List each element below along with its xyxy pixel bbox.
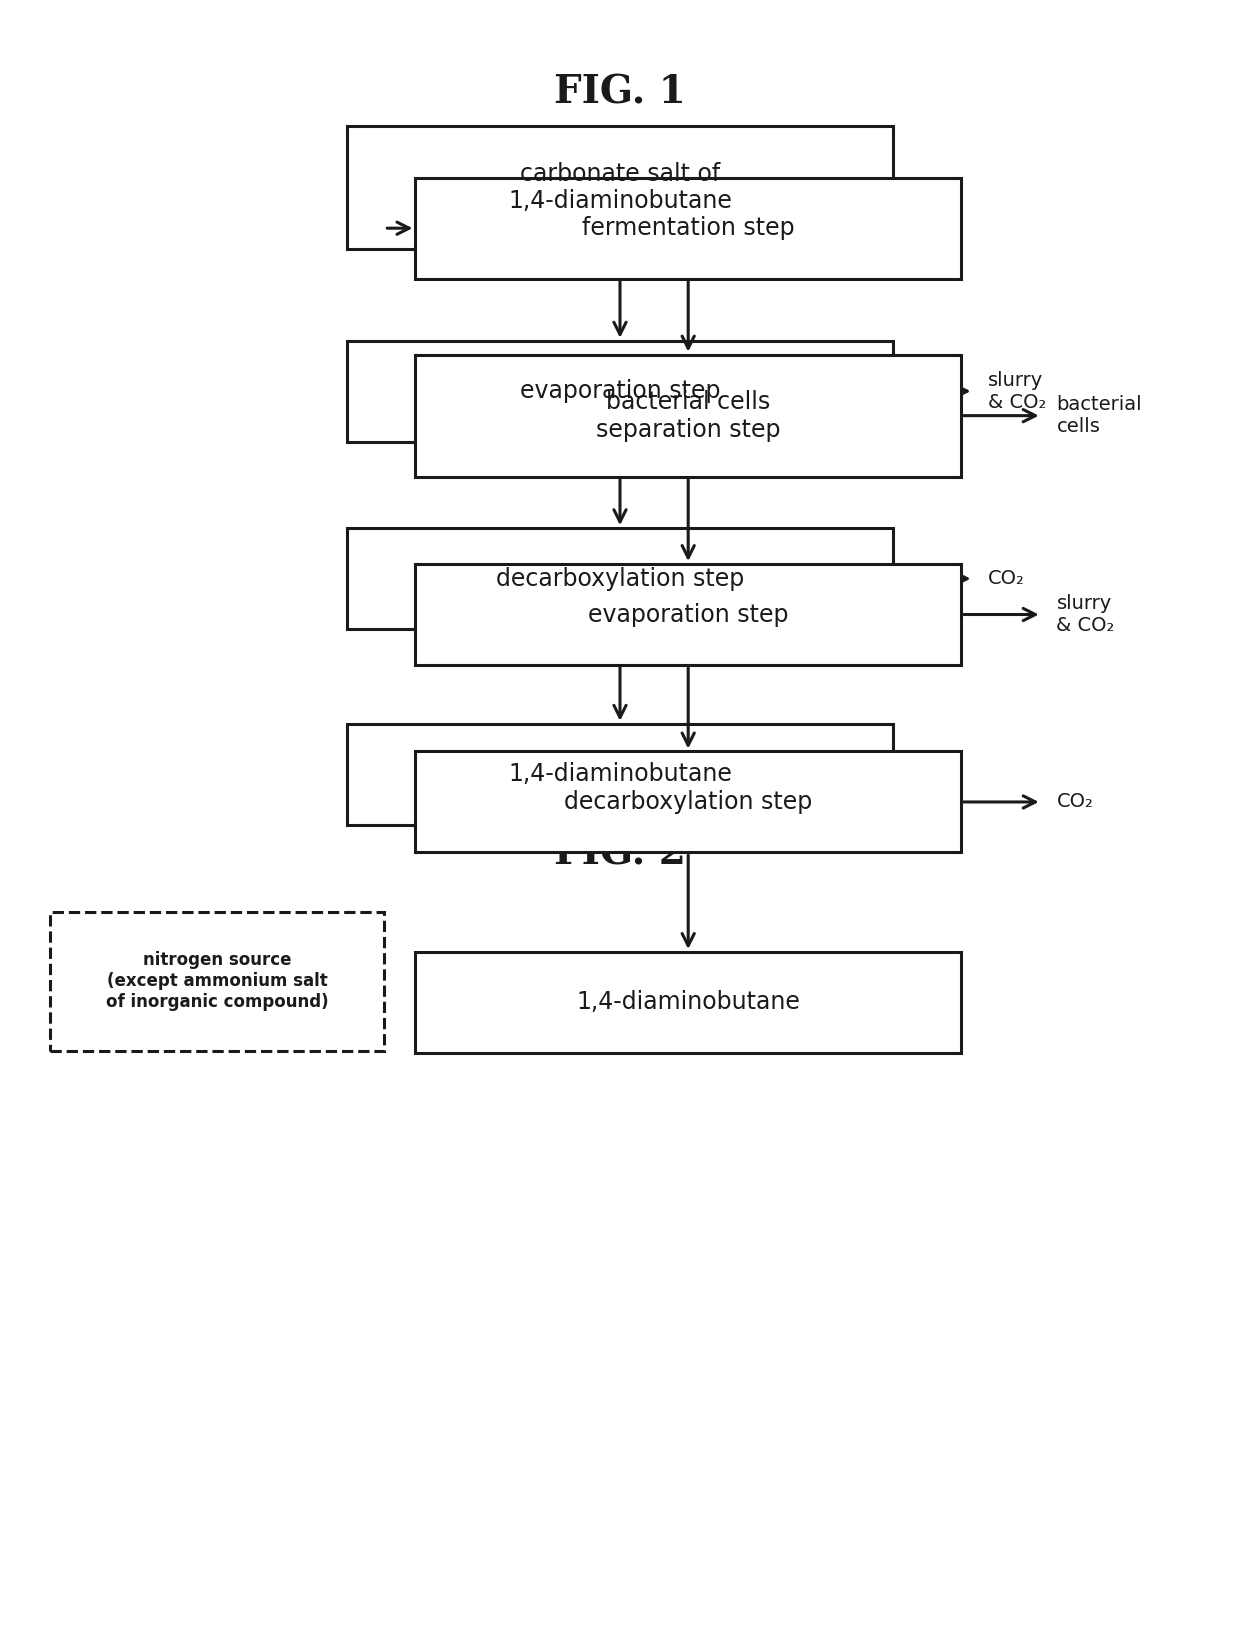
FancyBboxPatch shape: [347, 724, 893, 825]
FancyBboxPatch shape: [415, 564, 961, 665]
Text: nitrogen source
(except ammonium salt
of inorganic compound): nitrogen source (except ammonium salt of…: [105, 952, 329, 1011]
Text: CO₂: CO₂: [988, 569, 1025, 588]
FancyBboxPatch shape: [415, 751, 961, 852]
FancyBboxPatch shape: [415, 355, 961, 476]
FancyBboxPatch shape: [50, 911, 384, 1050]
Text: bacterial
cells: bacterial cells: [1056, 394, 1142, 437]
Text: 1,4-diaminobutane: 1,4-diaminobutane: [577, 991, 800, 1014]
Text: decarboxylation step: decarboxylation step: [564, 791, 812, 813]
Text: slurry
& CO₂: slurry & CO₂: [1056, 593, 1115, 636]
FancyBboxPatch shape: [347, 341, 893, 442]
FancyBboxPatch shape: [347, 127, 893, 248]
Text: FIG. 2: FIG. 2: [554, 835, 686, 872]
Text: evaporation step: evaporation step: [588, 603, 789, 626]
Text: 1,4-diaminobutane: 1,4-diaminobutane: [508, 763, 732, 786]
Text: FIG. 1: FIG. 1: [554, 73, 686, 111]
FancyBboxPatch shape: [347, 528, 893, 629]
FancyBboxPatch shape: [415, 178, 961, 279]
Text: bacterial cells
separation step: bacterial cells separation step: [596, 390, 780, 442]
Text: carbonate salt of
1,4-diaminobutane: carbonate salt of 1,4-diaminobutane: [508, 161, 732, 214]
Text: decarboxylation step: decarboxylation step: [496, 567, 744, 590]
Text: slurry
& CO₂: slurry & CO₂: [988, 370, 1047, 412]
Text: evaporation step: evaporation step: [520, 380, 720, 403]
Text: CO₂: CO₂: [1056, 792, 1094, 812]
FancyBboxPatch shape: [415, 952, 961, 1053]
Text: fermentation step: fermentation step: [582, 217, 795, 240]
